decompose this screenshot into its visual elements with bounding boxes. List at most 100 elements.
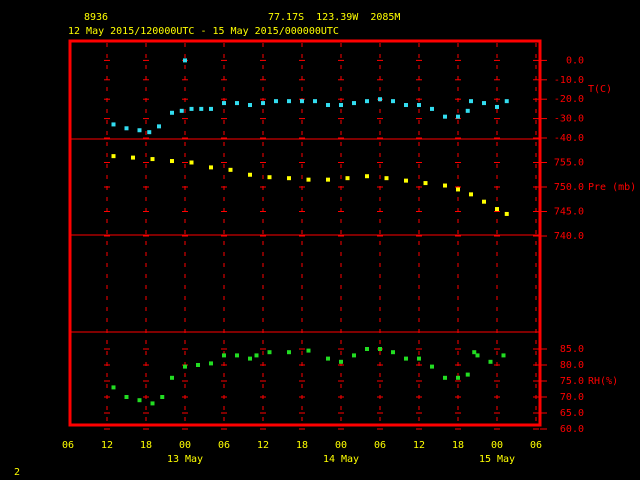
data-point — [160, 395, 165, 399]
data-point — [124, 395, 129, 399]
y-tick-label: 60.0 — [560, 424, 584, 435]
data-point — [111, 122, 116, 127]
y-tick-label: 75.0 — [560, 376, 584, 387]
data-point — [261, 101, 265, 106]
data-point — [150, 157, 155, 162]
x-tick-label: 00 — [491, 440, 503, 451]
y-axis-label: T(C) — [588, 84, 612, 95]
data-point — [417, 103, 421, 108]
data-point — [209, 361, 213, 366]
data-point — [209, 106, 213, 111]
page-number: 2 — [14, 467, 20, 478]
x-tick-label: 12 — [101, 440, 113, 451]
data-point — [137, 398, 142, 403]
data-point — [488, 359, 493, 364]
x-tick-label: 00 — [335, 440, 347, 451]
frame — [68, 39, 542, 427]
date-label: 13 May — [167, 454, 203, 465]
data-point — [170, 159, 174, 164]
data-point — [170, 375, 174, 380]
x-tick-label: 18 — [296, 440, 308, 451]
x-tick-label: 06 — [530, 440, 542, 451]
data-point — [465, 108, 470, 113]
data-point — [235, 101, 239, 106]
data-point — [235, 353, 239, 358]
data-point — [209, 165, 213, 170]
data-point — [456, 187, 460, 192]
period: 12 May 2015/120000UTC - 15 May 2015/0000… — [68, 26, 339, 37]
data-point — [443, 183, 447, 188]
y-axis-label: RH(%) — [588, 376, 618, 387]
data-point — [313, 99, 317, 104]
station-location: 77.17S 123.39W 2085M — [268, 12, 400, 23]
data-point — [248, 172, 252, 177]
data-point — [228, 167, 233, 172]
data-point — [287, 176, 291, 181]
data-point — [495, 207, 499, 212]
y-tick-label: 755.0 — [554, 158, 584, 169]
data-point — [326, 356, 330, 361]
y-tick-label: 740.0 — [554, 231, 584, 242]
data-point — [306, 177, 311, 182]
data-point — [300, 99, 304, 104]
data-point — [352, 101, 356, 106]
data-point — [404, 356, 408, 361]
data-point — [391, 350, 395, 355]
data-point — [326, 103, 330, 108]
data-point — [504, 99, 509, 104]
data-point — [306, 348, 311, 353]
x-tick-label: 12 — [413, 440, 425, 451]
data-point — [137, 128, 142, 133]
y-tick-label: -10.0 — [554, 75, 584, 86]
data-point — [287, 99, 291, 104]
data-point — [189, 160, 194, 165]
x-tick-label: 06 — [218, 440, 230, 451]
data-point — [248, 103, 252, 108]
data-point — [384, 176, 389, 181]
data-point — [267, 175, 272, 180]
data-point — [111, 154, 116, 159]
data-point — [469, 192, 473, 197]
data-point — [443, 375, 447, 380]
data-point — [183, 58, 187, 63]
data-point — [326, 177, 330, 182]
y-axis-label: Pre (mb) — [588, 182, 636, 193]
data-point — [131, 155, 135, 160]
y-tick-label: 750.0 — [554, 182, 584, 193]
data-point — [196, 363, 200, 367]
data-point — [378, 97, 382, 102]
data-point — [345, 176, 350, 181]
data-point — [456, 375, 460, 380]
data-point — [222, 101, 226, 106]
data-point — [274, 99, 278, 104]
data-point — [465, 372, 470, 377]
x-tick-label: 18 — [452, 440, 464, 451]
data-point — [147, 130, 152, 135]
y-tick-label: -30.0 — [554, 114, 584, 125]
data-point — [183, 364, 187, 369]
data-point — [430, 106, 434, 111]
data-point — [111, 385, 116, 390]
data-point — [443, 114, 447, 119]
data-point — [339, 359, 343, 364]
y-tick-label: -40.0 — [554, 133, 584, 144]
data-point — [199, 106, 204, 111]
data-point — [352, 353, 356, 358]
y-tick-label: 85.0 — [560, 344, 584, 355]
x-tick-label: 06 — [62, 440, 74, 451]
x-tick-label: 12 — [257, 440, 269, 451]
data-point — [287, 350, 291, 355]
data-point — [222, 353, 226, 358]
data-point — [482, 199, 486, 204]
data-point — [170, 110, 174, 115]
y-tick-label: 745.0 — [554, 207, 584, 218]
y-tick-label: 65.0 — [560, 408, 584, 419]
data-point — [179, 108, 184, 113]
y-tick-label: 70.0 — [560, 392, 584, 403]
data-point — [472, 350, 477, 355]
data-point — [404, 103, 408, 108]
data-point — [423, 181, 428, 186]
data-point — [365, 347, 369, 351]
